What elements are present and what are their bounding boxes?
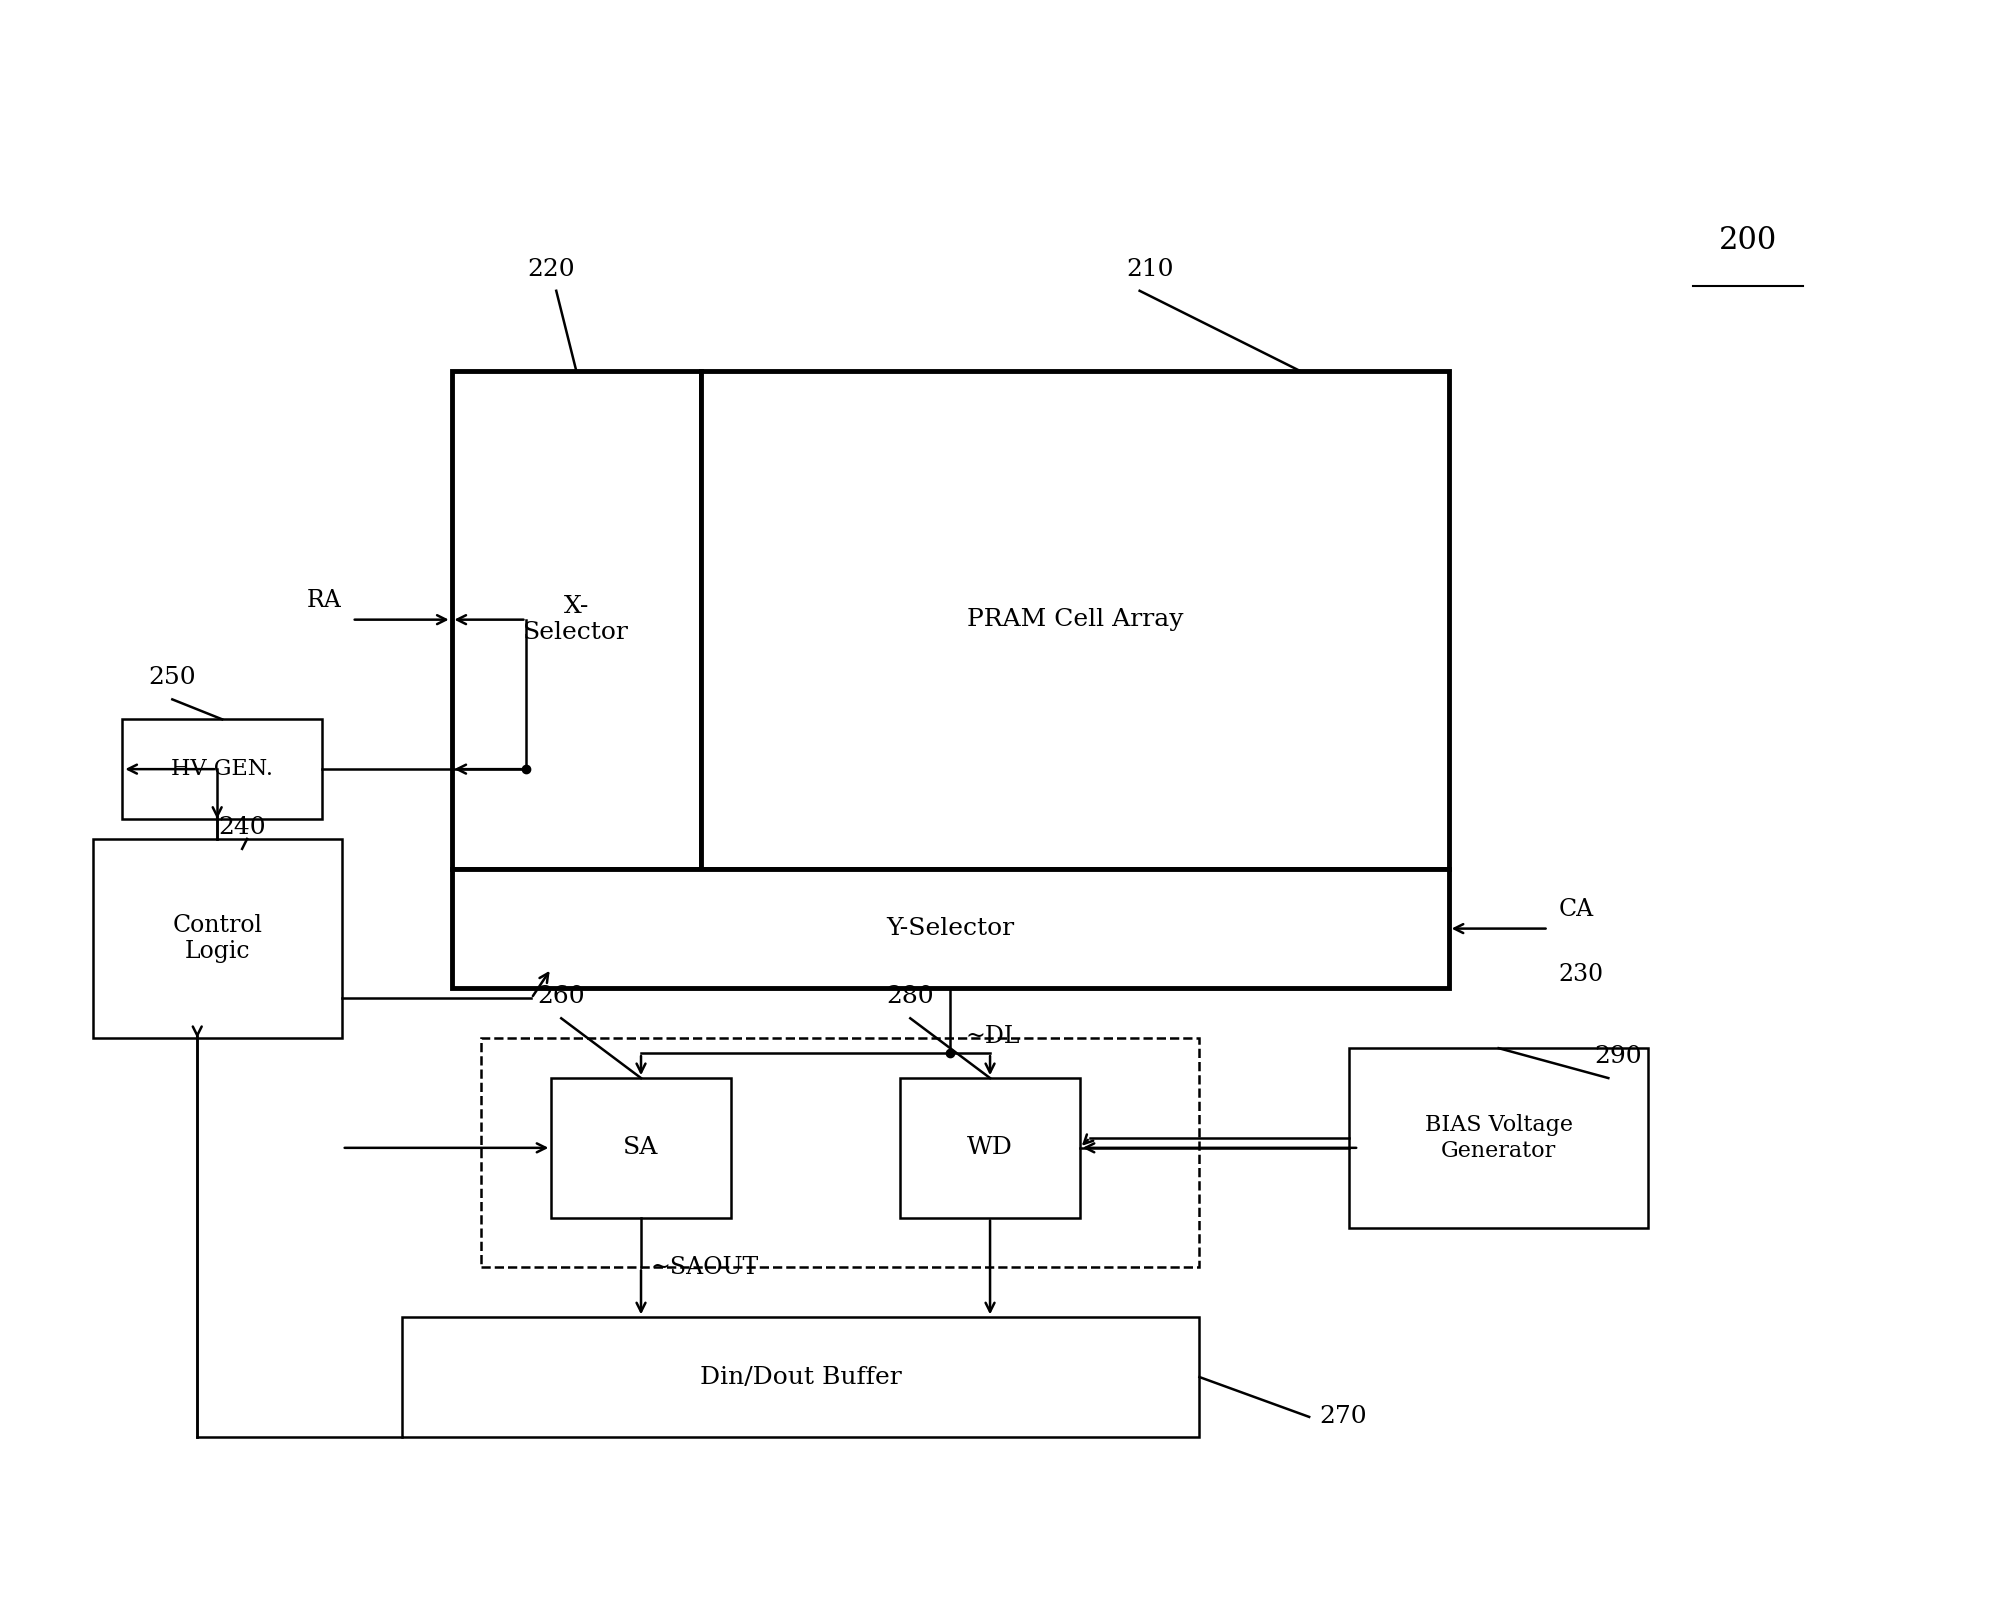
Bar [123, 719, 323, 819]
Bar [452, 869, 1450, 988]
Text: 280: 280 [887, 986, 933, 1009]
Text: ~SAOUT: ~SAOUT [651, 1256, 760, 1279]
Text: 220: 220 [528, 257, 575, 280]
Text: 260: 260 [538, 986, 585, 1009]
Text: RA: RA [306, 589, 343, 612]
Text: WD: WD [968, 1137, 1012, 1159]
Text: 240: 240 [218, 816, 266, 839]
Text: PRAM Cell Array: PRAM Cell Array [966, 609, 1183, 631]
Text: 230: 230 [1558, 963, 1603, 986]
Text: 210: 210 [1125, 257, 1173, 280]
Bar [702, 371, 1450, 869]
Text: CA: CA [1558, 897, 1593, 921]
Text: 250: 250 [149, 667, 196, 690]
Bar [93, 839, 343, 1038]
Bar [901, 1078, 1081, 1217]
Bar [1349, 1047, 1649, 1227]
Text: Din/Dout Buffer: Din/Dout Buffer [700, 1365, 901, 1389]
Text: 200: 200 [1720, 225, 1776, 256]
Text: X-
Selector: X- Selector [524, 594, 629, 644]
Text: Control
Logic: Control Logic [171, 913, 262, 963]
Text: SA: SA [623, 1137, 659, 1159]
Bar [452, 371, 702, 869]
Text: Y-Selector: Y-Selector [887, 916, 1014, 941]
Text: ~DL: ~DL [966, 1025, 1020, 1047]
Text: 270: 270 [1318, 1405, 1367, 1428]
Text: HV GEN.: HV GEN. [171, 758, 274, 780]
Text: BIAS Voltage
Generator: BIAS Voltage Generator [1425, 1114, 1572, 1161]
Bar [401, 1318, 1200, 1436]
Bar [482, 1038, 1200, 1268]
Bar [550, 1078, 730, 1217]
Text: 290: 290 [1595, 1046, 1643, 1069]
